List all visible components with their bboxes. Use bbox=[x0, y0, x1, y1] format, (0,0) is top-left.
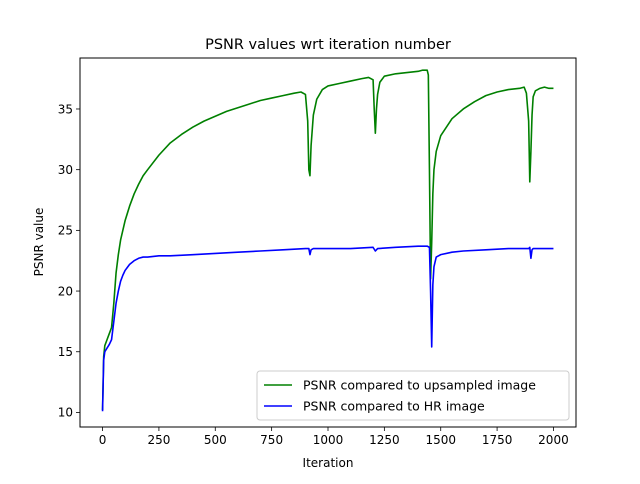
y-tick-label: 25 bbox=[58, 224, 73, 238]
x-tick-label: 250 bbox=[147, 433, 170, 447]
y-tick-label: 10 bbox=[58, 406, 73, 420]
x-tick-label: 2000 bbox=[538, 433, 569, 447]
x-tick-label: 1500 bbox=[425, 433, 456, 447]
chart-title: PSNR values wrt iteration number bbox=[205, 37, 451, 53]
series-line-2 bbox=[101, 245, 554, 412]
x-axis-ticks: 0 250 500 750 1000 1250 1500 1750 2000 bbox=[99, 427, 569, 447]
y-axis-label: PSNR value bbox=[32, 208, 46, 277]
series-lines bbox=[101, 69, 554, 412]
y-tick-label: 30 bbox=[58, 163, 73, 177]
y-tick-label: 15 bbox=[58, 345, 73, 359]
x-tick-label: 1000 bbox=[313, 433, 344, 447]
x-axis-label: Iteration bbox=[303, 456, 354, 470]
x-tick-label: 1750 bbox=[482, 433, 513, 447]
x-tick-label: 1250 bbox=[369, 433, 400, 447]
legend: PSNR compared to upsampled image PSNR com… bbox=[256, 370, 570, 421]
x-tick-label: 0 bbox=[99, 433, 107, 447]
y-axis-ticks: 10 15 20 25 30 35 bbox=[58, 102, 80, 420]
series-line-1 bbox=[101, 69, 554, 411]
y-tick-label: 35 bbox=[58, 102, 73, 116]
plot-background bbox=[80, 58, 576, 427]
legend-label-2: PSNR compared to HR image bbox=[303, 399, 485, 414]
y-tick-label: 20 bbox=[58, 284, 73, 298]
x-tick-label: 750 bbox=[260, 433, 283, 447]
legend-label-1: PSNR compared to upsampled image bbox=[303, 378, 536, 393]
x-tick-label: 500 bbox=[204, 433, 227, 447]
legend-box bbox=[256, 370, 570, 421]
